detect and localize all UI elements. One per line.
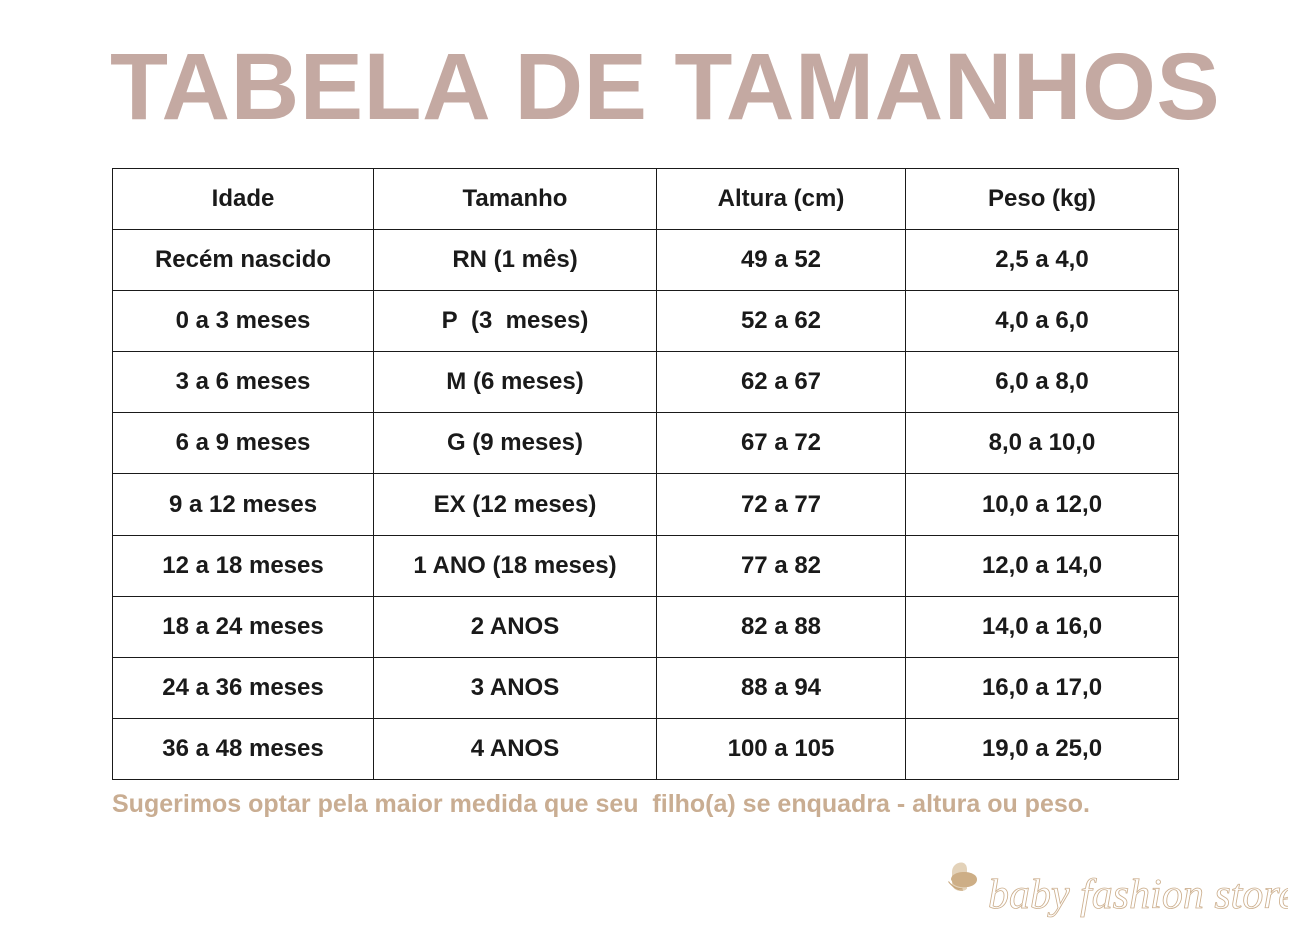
svg-text:baby fashion store: baby fashion store xyxy=(988,872,1288,918)
